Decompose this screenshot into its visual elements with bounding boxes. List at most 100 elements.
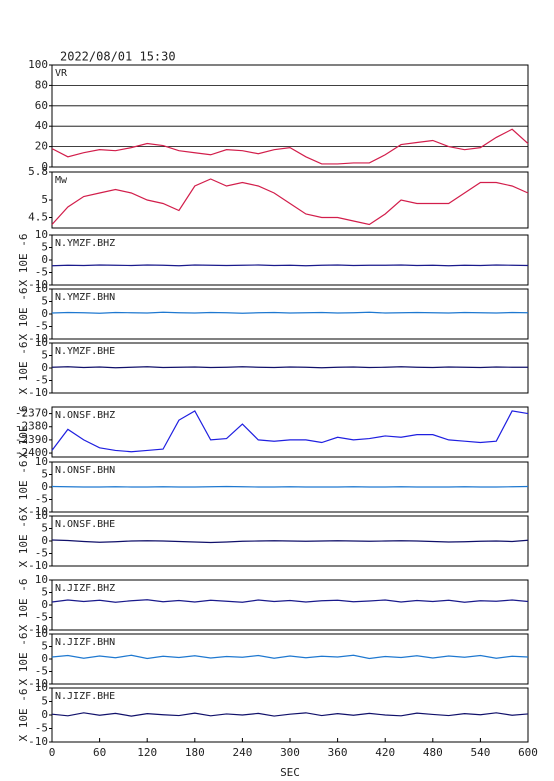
y-tick-label: 5 (41, 640, 48, 653)
y-axis-label: X 10E -6 (17, 461, 30, 514)
x-tick-label: 420 (375, 746, 395, 759)
trace (51, 485, 529, 488)
y-tick-label: 10 (35, 573, 48, 586)
panel-frame (51, 406, 529, 458)
y-axis-label: X 10E -6 (17, 342, 30, 395)
x-tick-label: 0 (49, 746, 56, 759)
trace (51, 410, 529, 453)
y-tick-label: 10 (35, 455, 48, 468)
x-tick-label: 60 (93, 746, 106, 759)
y-tick-label: 10 (35, 282, 48, 295)
y-tick-label: -10 (28, 505, 48, 518)
y-tick-label: -5 (35, 547, 48, 560)
y-tick-label: 0 (41, 652, 48, 665)
y-tick-label: 5 (41, 295, 48, 308)
x-tick-label: 240 (232, 746, 252, 759)
y-axis-label: X 10E -6 (17, 633, 30, 686)
y-tick-label: 5 (41, 695, 48, 708)
y-tick-label: 10 (35, 627, 48, 640)
trace (51, 654, 529, 660)
y-tick-label: 0 (41, 160, 48, 173)
y-tick-label: 0 (41, 307, 48, 320)
y-tick-label: -10 (28, 386, 48, 399)
y-tick-label: 0 (41, 534, 48, 547)
y-tick-label: -10 (28, 623, 48, 636)
trace-label: N.JIZF.BHN (55, 637, 115, 648)
trace (51, 366, 528, 369)
x-tick-label: 360 (328, 746, 348, 759)
x-tick-label: 180 (185, 746, 205, 759)
trace-label: N.YMZF.BHN (55, 292, 115, 303)
y-tick-label: -2400 (15, 446, 48, 459)
y-axis-label: X 10E -6 (17, 288, 30, 341)
y-tick-label: 5 (41, 522, 48, 535)
y-tick-label: 10 (35, 681, 48, 694)
y-tick-label: -2370 (15, 407, 48, 420)
panel-frame (51, 234, 529, 286)
y-tick-label: 5 (41, 193, 48, 206)
trace (51, 311, 529, 314)
y-tick-label: 80 (35, 78, 48, 91)
y-tick-label: -5 (35, 611, 48, 624)
trace-label: N.YMZF.BHE (55, 346, 115, 357)
panel-frame (51, 633, 529, 685)
y-tick-label: 10 (35, 228, 48, 241)
trace-label: VR (55, 68, 68, 79)
y-tick-label: 0 (41, 361, 48, 374)
y-tick-label: 40 (35, 119, 48, 132)
y-axis-label: X 10E -6 (17, 234, 30, 287)
y-tick-label: -5 (35, 374, 48, 387)
x-tick-label: 480 (423, 746, 443, 759)
x-tick-label: 600 (518, 746, 538, 759)
x-tick-label: 300 (280, 746, 300, 759)
y-tick-label: -10 (28, 677, 48, 690)
y-tick-label: 100 (28, 58, 48, 71)
trace-label: N.JIZF.BHE (55, 691, 115, 702)
y-tick-label: 20 (35, 140, 48, 153)
y-tick-label: 0 (41, 253, 48, 266)
trace-label: N.ONSF.BHN (55, 465, 115, 476)
trace (51, 264, 529, 267)
y-tick-label: 5 (41, 349, 48, 362)
y-tick-label: -2390 (15, 433, 48, 446)
y-tick-label: 5 (41, 586, 48, 599)
trace-label: N.ONSF.BHE (55, 519, 115, 530)
y-tick-label: -10 (28, 559, 48, 572)
trace (51, 599, 529, 603)
y-tick-label: 5 (41, 468, 48, 481)
panel-frame (51, 579, 529, 631)
panel-frame (51, 288, 529, 340)
panel-frame (51, 171, 529, 229)
y-tick-label: -10 (28, 332, 48, 345)
y-tick-label: -5 (35, 665, 48, 678)
y-tick-label: 10 (35, 509, 48, 522)
y-tick-label: -10 (28, 278, 48, 291)
x-tick-label: 120 (137, 746, 157, 759)
y-tick-label: 60 (35, 99, 48, 112)
trace (51, 128, 529, 165)
y-tick-label: -2380 (15, 420, 48, 433)
trace-label: N.ONSF.BHZ (55, 410, 115, 421)
y-axis-label: X 10E -6 (17, 579, 30, 632)
x-tick-label: 540 (470, 746, 490, 759)
y-tick-label: 4.5 (28, 211, 48, 224)
y-tick-label: -10 (28, 735, 48, 748)
y-axis-label: X 10E -6 (17, 515, 30, 568)
trace-label: Mw (55, 175, 68, 186)
panel-frame (51, 64, 529, 168)
chart-title: 2022/08/01 15:30 (60, 50, 176, 64)
y-tick-label: 0 (41, 480, 48, 493)
y-tick-label: -5 (35, 320, 48, 333)
y-axis-label: X 10E -6 (17, 689, 30, 742)
y-tick-label: 5 (41, 241, 48, 254)
y-tick-label: 0 (41, 708, 48, 721)
y-tick-label: 0 (41, 598, 48, 611)
trace (51, 539, 529, 544)
trace-label: N.YMZF.BHZ (55, 238, 115, 249)
y-tick-label: -5 (35, 266, 48, 279)
trace-label: N.JIZF.BHZ (55, 583, 115, 594)
trace (51, 712, 529, 717)
x-axis-label: SEC (280, 766, 300, 779)
y-tick-label: 5.8 (28, 165, 48, 178)
